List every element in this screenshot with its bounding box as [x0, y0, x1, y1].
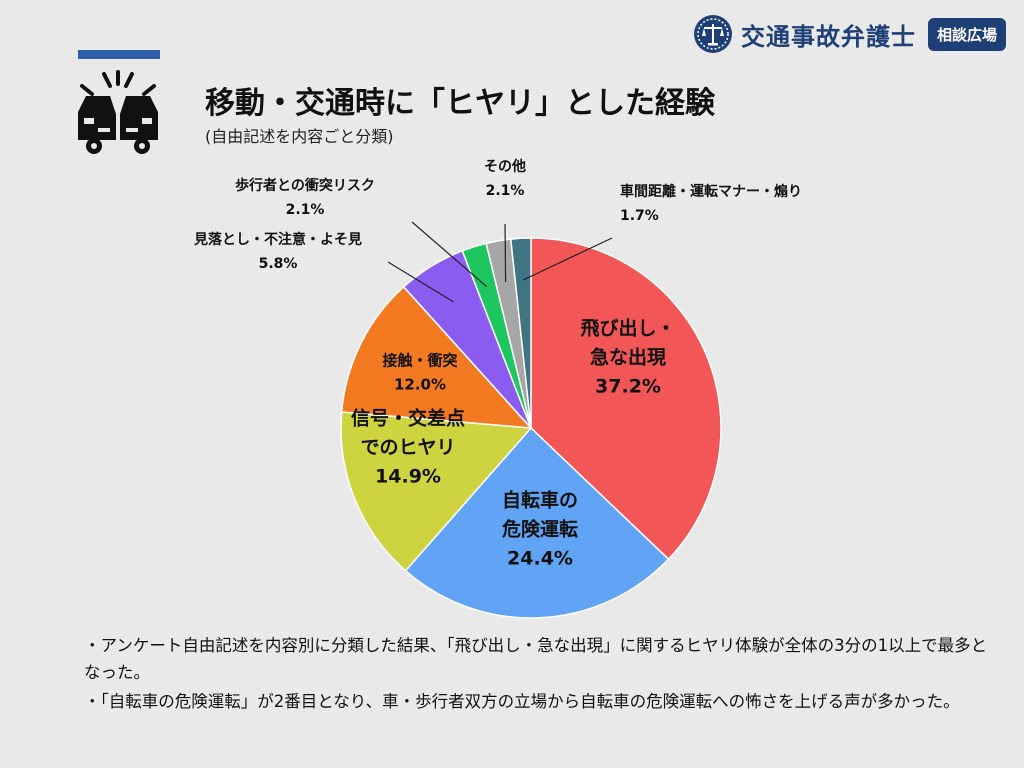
- note-item: ・アンケート自由記述を内容別に分類した結果、「飛び出し・急な出現」に関するヒヤリ…: [84, 636, 988, 682]
- slice-category-label: 歩行者との衝突リスク: [235, 177, 375, 194]
- slice-value-label: 14.9%: [375, 466, 441, 488]
- slice-category-label: 車間距離・運転マナー・煽り: [620, 183, 802, 200]
- slice-category-label: 危険運転: [502, 518, 578, 541]
- scales-emblem-icon: [693, 15, 732, 53]
- slice-category-label: でのヒヤリ: [360, 437, 455, 459]
- slice-value-label: 2.1%: [286, 202, 325, 218]
- slice-category-label: 飛び出し・: [580, 317, 675, 340]
- pie-slice: [509, 237, 532, 429]
- leader-line: [504, 223, 507, 283]
- page-subtitle: (自由記述を内容ごと分類): [205, 127, 394, 146]
- slice-category-label: 急な出現: [590, 346, 666, 369]
- note-item: ・「自転車の危険運転」が2番目となり、車・歩行者双方の立場から自転車の危険運転へ…: [84, 692, 960, 711]
- brand-badge: 相談広場: [927, 17, 1006, 51]
- slice-category-label: 見落とし・不注意・よそ見: [193, 231, 362, 248]
- slice-category-label: 接触・衝突: [382, 352, 457, 370]
- slice-value-label: 5.8%: [259, 256, 298, 272]
- brand: 交通事故弁護士 相談広場: [693, 14, 1006, 54]
- slice-value-label: 2.1%: [486, 183, 525, 199]
- slice-value-label: 12.0%: [394, 376, 446, 394]
- pie-slices: [340, 237, 722, 619]
- leader-line: [387, 261, 454, 303]
- pie-slice: [340, 285, 533, 429]
- car-crash-icon: [78, 70, 158, 154]
- leader-line: [522, 237, 613, 281]
- summary-notes: ・アンケート自由記述を内容別に分類した結果、「飛び出し・急な出現」に関するヒヤリ…: [84, 632, 994, 717]
- pie-slice: [404, 426, 670, 619]
- leader-line: [411, 221, 487, 288]
- pie-slice: [340, 411, 533, 572]
- slice-value-label: 1.7%: [620, 208, 659, 224]
- slice-category-label: その他: [484, 158, 526, 175]
- brand-name: 交通事故弁護士: [740, 22, 916, 51]
- slice-category-label: 自転車の: [502, 489, 578, 512]
- title-accent-bar: [78, 50, 160, 59]
- slice-value-label: 24.4%: [507, 548, 573, 570]
- slice-category-label: 信号・交差点: [351, 407, 465, 430]
- pie-slice: [530, 237, 722, 561]
- leader-lines: [387, 221, 613, 303]
- page-title: 移動・交通時に「ヒヤリ」とした経験: [205, 86, 715, 121]
- slice-value-label: 37.2%: [595, 376, 661, 398]
